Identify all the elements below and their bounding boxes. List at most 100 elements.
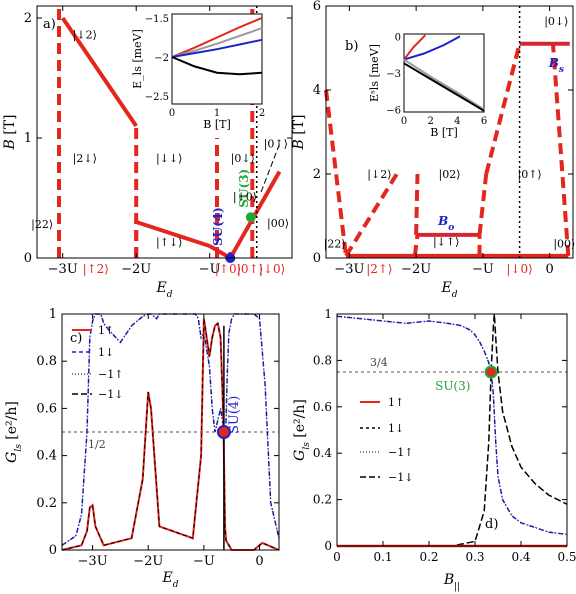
boundary-dashed [344, 168, 402, 257]
y-tick-label: 1 [324, 307, 332, 321]
x-tick-label: 0.3 [465, 550, 484, 564]
x-axis-label: B|| [443, 572, 460, 592]
inset-x-tick-label: 0 [401, 116, 407, 127]
y-tick-label: 2 [24, 11, 32, 26]
boundary-dashed [484, 43, 522, 175]
y-tick-label: 0.8 [36, 354, 57, 369]
panel-a-frame [36, 5, 293, 259]
inset-y-label: Eˢls [meV] [368, 44, 381, 102]
state-label: |↓2⟩ [367, 168, 391, 182]
inset-curve-gray [403, 58, 485, 111]
point-label: SU(4) [211, 207, 225, 246]
boundary-solid [135, 220, 211, 248]
y-tick-label: 0 [324, 539, 332, 553]
point-label: SU(3) [237, 169, 251, 208]
y-tick-label: 4 [313, 83, 321, 98]
y-axis-label: B [T] [2, 114, 18, 150]
inset-curve-black [403, 62, 485, 112]
y-axis-label: B [T] [291, 114, 307, 150]
x-tick-label: −2U [133, 554, 163, 569]
y-tick-label: 0 [313, 251, 321, 266]
state-label: |00⟩ [553, 238, 575, 252]
point-su4 [216, 425, 231, 439]
y-tick-label: 0.2 [313, 493, 332, 507]
inset-x-tick-label: 2 [427, 116, 433, 127]
state-label: |↓2⟩ [73, 28, 97, 42]
y-tick-label: 0.4 [36, 449, 57, 464]
boundary-dashed [477, 173, 489, 236]
inset-curve-black [171, 56, 263, 76]
state-label: |0↓⟩ [231, 152, 255, 166]
legend-label: 1↑ [388, 396, 404, 409]
series-1-down [336, 315, 568, 536]
inset-x-tick-label: 2 [259, 108, 265, 119]
y-axis-label: Gls [e²/h] [292, 399, 312, 461]
state-label: |02⟩ [439, 168, 461, 182]
x-tick-label: −3U [48, 262, 78, 277]
inset-curve-gray [171, 27, 263, 58]
x-tick-label: −U [193, 554, 215, 569]
boundary-dashed [414, 173, 420, 235]
state-label: |0↑⟩ [264, 138, 288, 152]
inset-x-tick-label: 0 [169, 108, 175, 119]
y-tick-label: 1 [49, 307, 57, 322]
state-label: |↓↓⟩ [156, 152, 182, 166]
series-1-down [61, 313, 280, 546]
panel-c-frame [61, 313, 280, 551]
inset-y-tick-label: −1.5 [145, 14, 169, 25]
state-label: |↓↑⟩ [433, 235, 459, 249]
inset-y-tick-label: −2.5 [145, 92, 169, 103]
x-tick-label: 0.2 [419, 550, 438, 564]
y-tick-label: 0.2 [36, 496, 57, 511]
hline-label: 1/2 [88, 438, 106, 451]
y-tick-label: 6 [313, 0, 321, 14]
x-tick-label: −2U [121, 262, 151, 277]
hline-label: 3/4 [370, 356, 388, 369]
x-tick-label: 0.1 [373, 550, 392, 564]
inset-y-tick-label: −3 [386, 69, 401, 80]
panel-b-frame [325, 5, 574, 259]
inset-y-tick-label: −6 [386, 106, 401, 117]
inset-b [403, 33, 485, 113]
state-label: |22⟩ [31, 218, 53, 232]
x-tick-label: 0 [333, 550, 341, 564]
field-label: Bo [437, 214, 454, 233]
inset-x-tick-label: 4 [454, 116, 460, 127]
state-label: |00⟩ [267, 217, 289, 231]
legend-label: −1↑ [98, 368, 123, 381]
x-axis-label: Ed [441, 280, 458, 300]
y-tick-label: 0 [24, 251, 32, 266]
boundary-dashed [412, 234, 420, 257]
x-tick-label: 0.5 [557, 550, 576, 564]
x-tick-label: −3U [334, 262, 364, 277]
boundary-dashed [324, 89, 348, 257]
panel-label: a) [43, 17, 56, 32]
x-tick-label: −2U [401, 262, 431, 277]
y-tick-label: 0.6 [36, 401, 57, 416]
state-label: |0↑⟩ [517, 168, 541, 182]
inset-curve-red [171, 16, 263, 58]
inset-x-tick-label: 6 [481, 116, 487, 127]
inset-y-label: E_ls [meV] [131, 29, 144, 89]
point-label: SU(4) [227, 396, 242, 434]
y-tick-label: 1 [24, 131, 32, 146]
state-label: |↑↓⟩ [156, 236, 182, 250]
series-minus1-up [336, 315, 568, 535]
x-tick-label-red: |2↑⟩ [366, 262, 392, 276]
point-su3 [484, 365, 498, 379]
panel-d-frame [336, 313, 568, 547]
x-tick-label: 0.4 [511, 550, 530, 564]
state-label: |22⟩ [324, 238, 346, 252]
y-tick-label: 0.6 [313, 400, 332, 414]
state-label: |↓0⟩ [233, 190, 257, 204]
boundary-solid [61, 16, 138, 128]
y-tick-label: 0.4 [313, 446, 332, 460]
y-tick-label: 0.8 [313, 353, 332, 367]
panel-label: d) [485, 517, 498, 532]
x-tick-label: −U [472, 262, 494, 277]
x-tick-label-red: |↑2⟩ [83, 262, 109, 276]
point-su3 [245, 212, 256, 223]
point-label: SU(3) [435, 379, 470, 393]
inset-curve-blue [171, 38, 263, 58]
